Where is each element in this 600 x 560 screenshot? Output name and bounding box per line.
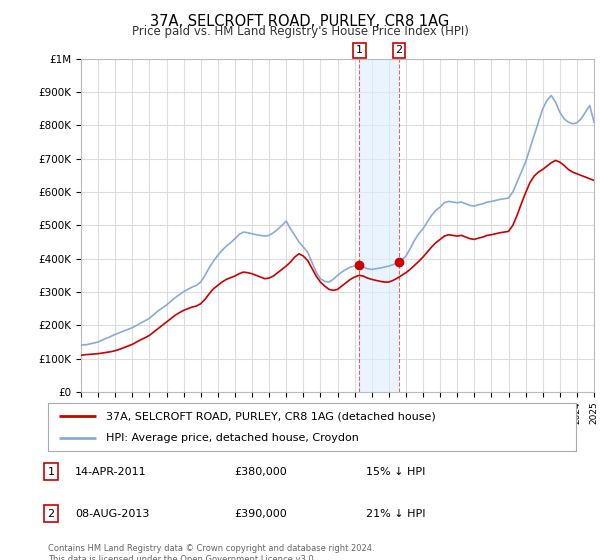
Text: 08-AUG-2013: 08-AUG-2013: [75, 508, 149, 519]
Text: 37A, SELCROFT ROAD, PURLEY, CR8 1AG (detached house): 37A, SELCROFT ROAD, PURLEY, CR8 1AG (det…: [106, 411, 436, 421]
Text: 1: 1: [356, 45, 363, 55]
Text: £380,000: £380,000: [234, 466, 287, 477]
Text: 21% ↓ HPI: 21% ↓ HPI: [366, 508, 425, 519]
Bar: [359, 59, 399, 392]
Text: 2: 2: [395, 45, 403, 55]
Text: Contains HM Land Registry data © Crown copyright and database right 2024.
This d: Contains HM Land Registry data © Crown c…: [48, 544, 374, 560]
Text: 15% ↓ HPI: 15% ↓ HPI: [366, 466, 425, 477]
Text: £390,000: £390,000: [234, 508, 287, 519]
Text: Price paid vs. HM Land Registry's House Price Index (HPI): Price paid vs. HM Land Registry's House …: [131, 25, 469, 38]
Text: 1: 1: [47, 466, 55, 477]
Text: 14-APR-2011: 14-APR-2011: [75, 466, 146, 477]
Text: 37A, SELCROFT ROAD, PURLEY, CR8 1AG: 37A, SELCROFT ROAD, PURLEY, CR8 1AG: [151, 14, 449, 29]
Text: HPI: Average price, detached house, Croydon: HPI: Average price, detached house, Croy…: [106, 433, 359, 443]
Text: 2: 2: [47, 508, 55, 519]
